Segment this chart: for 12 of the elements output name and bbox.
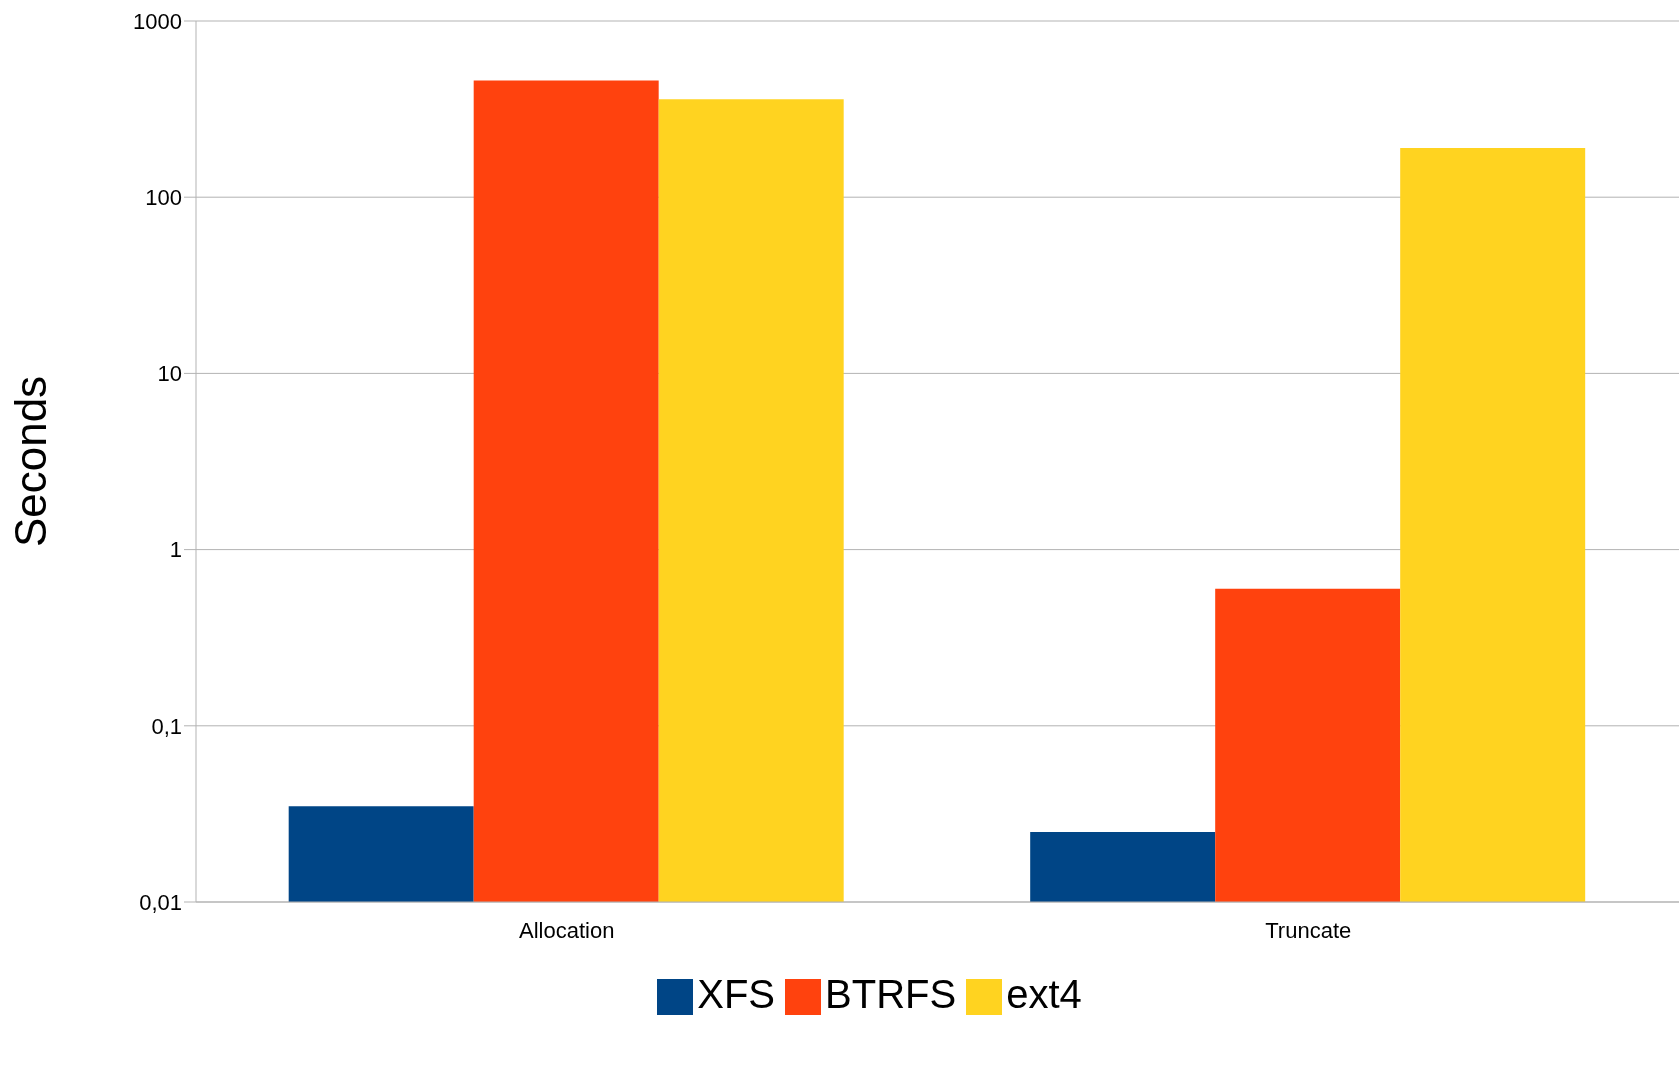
y-tick-label: 10 bbox=[157, 361, 182, 387]
y-tick-label: 0,01 bbox=[139, 889, 182, 915]
x-tick-label: Allocation bbox=[519, 917, 615, 943]
legend-label: ext4 bbox=[1006, 972, 1082, 1016]
legend-label: BTRFS bbox=[825, 972, 957, 1016]
x-tick-label: Truncate bbox=[1265, 917, 1352, 943]
y-tick-label: 1 bbox=[169, 537, 182, 563]
y-tick-label: 100 bbox=[145, 185, 182, 211]
y-tick-label: 0,1 bbox=[151, 713, 182, 739]
y-tick-label: 1000 bbox=[133, 8, 182, 34]
y-axis-title: Seconds bbox=[5, 375, 55, 548]
legend-label: XFS bbox=[697, 972, 776, 1016]
